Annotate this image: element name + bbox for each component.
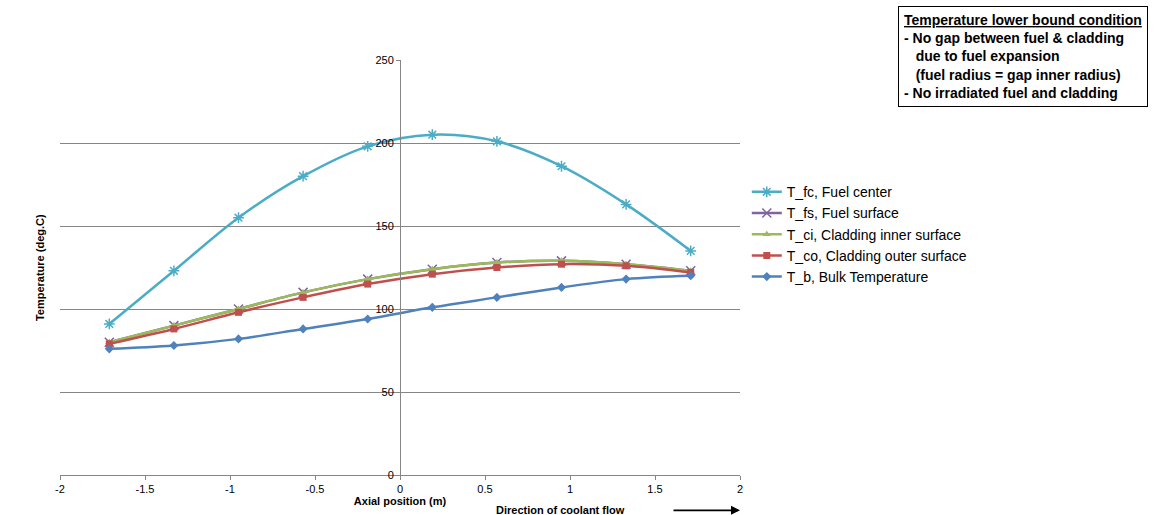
- svg-text:0: 0: [388, 469, 394, 481]
- svg-text:T_ci, Cladding inner surface: T_ci, Cladding inner surface: [787, 227, 962, 243]
- svg-text:Direction of coolant flow: Direction of coolant flow: [496, 504, 625, 515]
- svg-text:Temperature lower bound condit: Temperature lower bound condition- No ga…: [904, 12, 1142, 101]
- svg-text:150: 150: [375, 220, 393, 232]
- svg-text:-1: -1: [225, 483, 235, 495]
- svg-text:250: 250: [375, 54, 393, 66]
- svg-text:Temperature (deg.C): Temperature (deg.C): [34, 214, 46, 321]
- svg-text:2: 2: [737, 483, 743, 495]
- svg-text:-1.5: -1.5: [136, 483, 155, 495]
- svg-text:200: 200: [375, 137, 393, 149]
- svg-text:-0.5: -0.5: [306, 483, 325, 495]
- svg-text:100: 100: [375, 303, 393, 315]
- svg-text:1.5: 1.5: [647, 483, 662, 495]
- svg-text:0.5: 0.5: [477, 483, 492, 495]
- svg-text:T_co, Cladding outer surface: T_co, Cladding outer surface: [787, 248, 967, 264]
- svg-text:1: 1: [567, 483, 573, 495]
- svg-text:-2: -2: [55, 483, 65, 495]
- svg-text:T_fc, Fuel center: T_fc, Fuel center: [787, 184, 892, 200]
- svg-text:T_fs, Fuel surface: T_fs, Fuel surface: [787, 205, 899, 221]
- svg-text:T_b, Bulk Temperature: T_b, Bulk Temperature: [787, 269, 929, 285]
- svg-text:Axial position (m): Axial position (m): [354, 495, 447, 507]
- svg-text:50: 50: [382, 386, 394, 398]
- svg-text:0: 0: [397, 483, 403, 495]
